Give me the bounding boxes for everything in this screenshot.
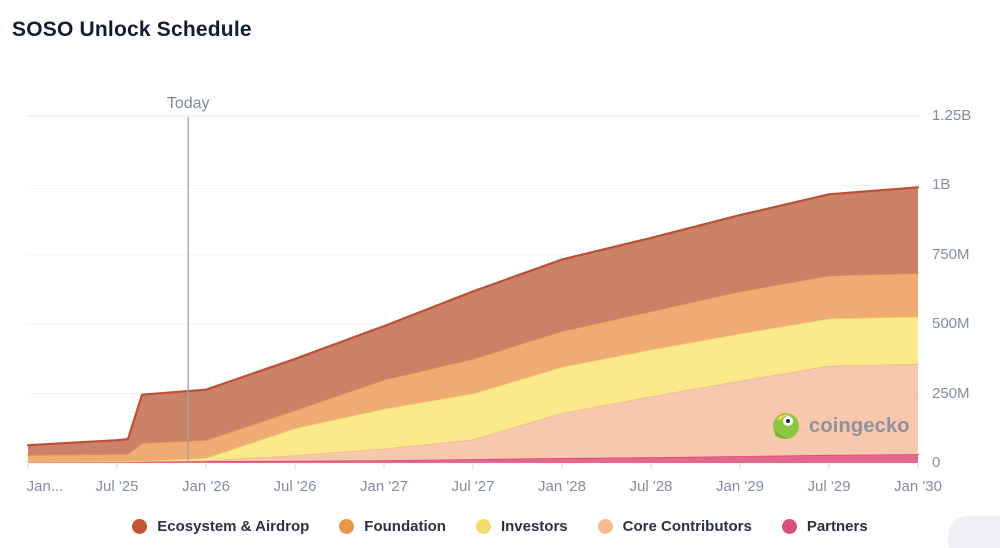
legend-label: Core Contributors (622, 518, 752, 535)
edge-ecosystem-airdrop (26, 186, 920, 447)
y-axis-label-250M: 250M (932, 384, 970, 402)
today-marker-label: Today (166, 95, 210, 112)
x-axis-label-Jul-28: Jul '28 (629, 478, 673, 495)
y-axis-label-1.25B: 1.25B (932, 107, 972, 124)
legend-dot (132, 519, 148, 534)
legend-label: Ecosystem & Airdrop (157, 518, 310, 535)
legend-label: Foundation (364, 518, 446, 535)
legend-item-core-contributors[interactable]: Core Contributors (597, 518, 752, 535)
x-axis-label-Jan-30: Jan '30 (894, 478, 942, 495)
legend-item-ecosystem-airdrop[interactable]: Ecosystem & Airdrop (132, 518, 309, 535)
x-axis-label-Jul-27: Jul '27 (451, 478, 495, 495)
area-investors (28, 316, 918, 462)
area-ecosystem-airdrop (28, 187, 918, 455)
coingecko-gecko-icon (773, 413, 799, 439)
legend-item-partners[interactable]: Partners (781, 518, 868, 535)
y-axis-label-500M: 500M (932, 315, 970, 333)
x-axis-label-Jan-: Jan... (26, 478, 64, 495)
x-axis-label-Jul-25: Jul '25 (95, 478, 139, 495)
area-foundation (28, 273, 918, 462)
y-axis-label-1B: 1B (932, 176, 951, 194)
legend-label: Investors (500, 518, 568, 535)
legend-dot (781, 519, 797, 534)
legend-item-foundation[interactable]: Foundation (339, 518, 446, 535)
area-core-contributors (28, 363, 918, 462)
x-axis-label-Jan-28: Jan '28 (538, 478, 586, 495)
coingecko-watermark: coingecko (771, 411, 910, 441)
corner-pill-button[interactable] (948, 516, 1000, 548)
y-axis-label-0: 0 (932, 454, 941, 471)
legend-dot (597, 519, 613, 534)
x-axis-label-Jul-26: Jul '26 (273, 478, 317, 495)
x-axis-label-Jan-26: Jan '26 (182, 478, 230, 495)
legend-dot (475, 519, 491, 534)
legend-item-investors[interactable]: Investors (475, 518, 568, 535)
page-title: SOSO Unlock Schedule (12, 18, 252, 41)
legend-label: Partners (806, 518, 868, 535)
x-axis-label-Jul-29: Jul '29 (807, 478, 851, 495)
chart-legend: Ecosystem & Airdrop Foundation Investors Co… (0, 518, 1000, 535)
x-axis-label-Jan-27: Jan '27 (360, 478, 408, 495)
area-partners (28, 454, 918, 463)
y-axis-label-750M: 750M (932, 245, 970, 263)
legend-dot (339, 519, 355, 534)
x-axis-label-Jan-29: Jan '29 (716, 478, 764, 495)
coingecko-wordmark: coingecko (809, 414, 910, 437)
